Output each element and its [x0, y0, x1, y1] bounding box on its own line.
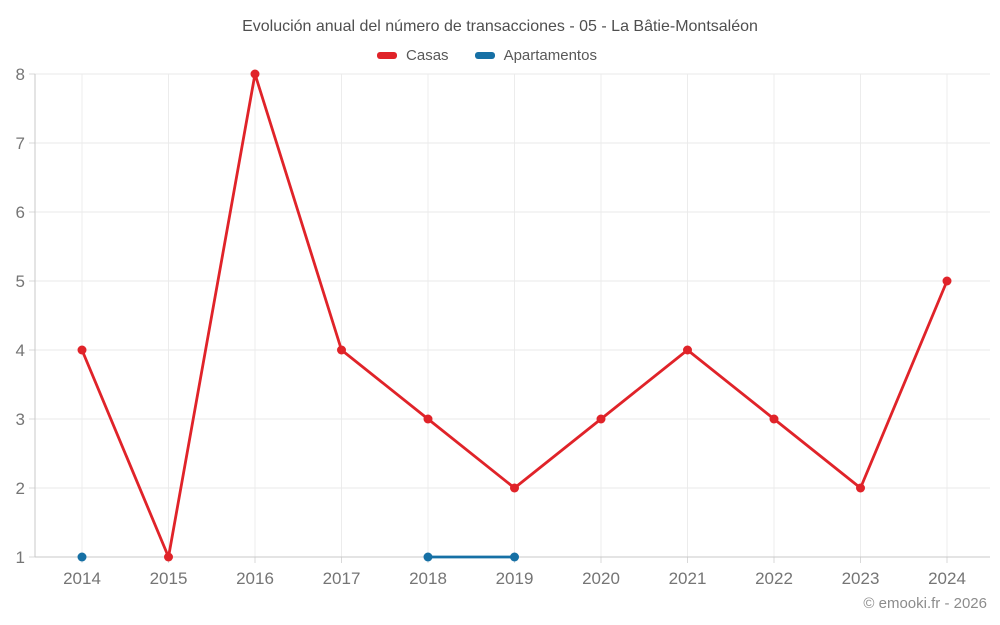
series-point-casas — [337, 345, 346, 355]
legend-item-casas[interactable]: Casas — [377, 47, 449, 64]
chart-title: Evolución anual del número de transaccio… — [242, 18, 758, 35]
x-axis-tick-label: 2024 — [928, 569, 966, 588]
y-axis-tick-label: 8 — [16, 65, 25, 84]
series-point-casas — [596, 414, 606, 424]
series-point-apartamentos — [423, 552, 433, 562]
y-axis-tick-label: 3 — [16, 410, 25, 429]
series-point-casas — [942, 276, 952, 286]
legend: Casas Apartamentos — [0, 47, 987, 64]
series-point-casas — [423, 414, 433, 424]
x-axis-tick-label: 2014 — [63, 569, 101, 588]
legend-swatch-icon — [377, 52, 398, 59]
series-point-apartamentos — [77, 552, 87, 562]
y-axis-tick-label: 5 — [16, 272, 25, 291]
series-point-casas — [683, 345, 692, 355]
legend-swatch-icon — [474, 52, 495, 59]
x-axis-tick-label: 2018 — [409, 569, 447, 588]
y-axis-tick-label: 7 — [16, 134, 25, 153]
x-axis-tick-label: 2020 — [582, 569, 620, 588]
series-point-casas — [856, 483, 865, 493]
x-axis-tick-label: 2022 — [755, 569, 793, 588]
y-axis-tick-label: 1 — [16, 548, 25, 567]
x-axis-tick-label: 2023 — [842, 569, 880, 588]
x-axis-tick-label: 2019 — [496, 569, 534, 588]
series-point-casas — [769, 414, 779, 424]
y-axis-tick-label: 4 — [16, 341, 25, 360]
series-point-casas — [164, 552, 173, 562]
series-point-casas — [250, 69, 260, 79]
x-axis-tick-label: 2017 — [323, 569, 361, 588]
series-point-apartamentos — [510, 552, 519, 562]
series-point-casas — [510, 483, 519, 493]
copyright: © emooki.fr - 2026 — [863, 595, 987, 612]
series-point-casas — [77, 345, 87, 355]
y-axis-tick-label: 2 — [16, 479, 25, 498]
x-axis-tick-label: 2016 — [236, 569, 274, 588]
legend-label: Casas — [406, 47, 449, 64]
x-axis-tick-label: 2021 — [669, 569, 707, 588]
legend-label: Apartamentos — [503, 47, 597, 64]
y-axis-tick-label: 6 — [16, 203, 25, 222]
legend-item-apartamentos[interactable]: Apartamentos — [474, 47, 597, 64]
x-axis-tick-label: 2015 — [150, 569, 188, 588]
